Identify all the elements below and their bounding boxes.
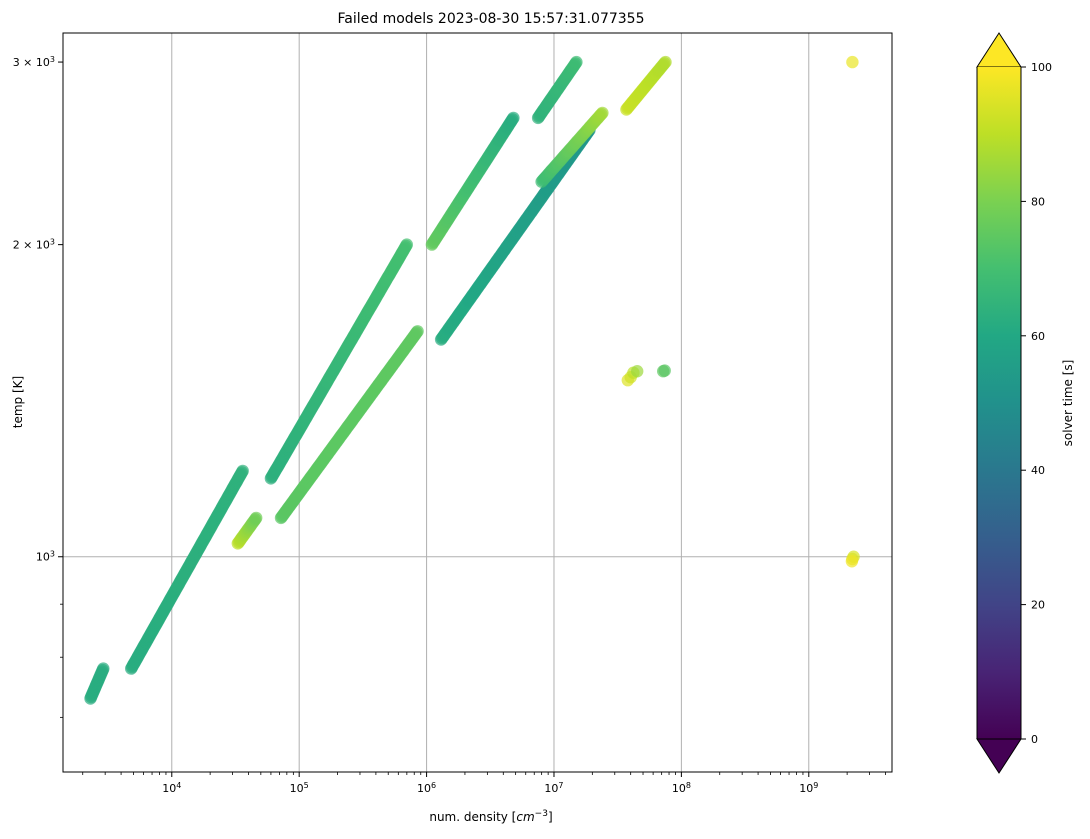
colorbar-ticks: 0 20 40 60 80 100	[1021, 61, 1052, 746]
x-axis-label-exp: −3	[535, 809, 548, 819]
colorbar-tick-label: 80	[1031, 195, 1045, 208]
x-tick-label: 109	[799, 781, 818, 796]
x-tick-label: 105	[290, 781, 309, 796]
scatter-point	[250, 511, 263, 525]
scatter-point	[658, 364, 671, 377]
colorbar-label: solver time [s]	[1061, 360, 1075, 447]
scatter-point	[411, 325, 424, 338]
chart-title: Failed models 2023-08-30 15:57:31.077355	[338, 11, 645, 27]
scatter-point	[846, 55, 859, 69]
x-axis-label-close: ]	[548, 810, 553, 824]
y-tick-label: 3 × 103	[13, 55, 55, 70]
scatter-point	[97, 662, 110, 675]
colorbar: 0 20 40 60 80 100 solver time [s]	[976, 32, 1075, 774]
plot-frame	[62, 32, 893, 773]
x-tick-label: 104	[162, 781, 181, 796]
scatter-point	[507, 111, 520, 125]
scatter-point	[845, 555, 859, 568]
colorbar-min-extend	[976, 738, 1022, 774]
scatter-point	[236, 464, 249, 478]
colorbar-tick-label: 60	[1031, 330, 1045, 343]
x-tick-label: 106	[417, 781, 436, 796]
colorbar-max-extend	[976, 32, 1022, 68]
x-tick-label: 108	[672, 781, 691, 796]
x-ticks: 104 105 106 107 108 109	[82, 772, 886, 796]
scatter-point	[400, 238, 413, 251]
x-axis-label-unit: cm	[516, 810, 534, 824]
y-ticks: 103 2 × 103 3 × 103	[13, 55, 63, 718]
colorbar-tick-label: 40	[1031, 464, 1045, 477]
colorbar-tick-label: 20	[1031, 599, 1045, 612]
x-axis-label: num. density [cm−3]	[429, 809, 552, 824]
scatter-point	[596, 106, 609, 120]
y-tick-label: 2 × 103	[13, 237, 55, 252]
x-gridlines	[171, 33, 810, 772]
x-tick-label: 107	[544, 781, 563, 796]
y-tick-label: 103	[36, 549, 55, 564]
x-axis-label-main: num. density [	[429, 810, 516, 824]
colorbar-tick-label: 0	[1031, 733, 1038, 746]
colorbar-tick-label: 100	[1031, 61, 1052, 74]
scatter-point	[570, 55, 583, 69]
y-axis-label: temp [K]	[11, 376, 25, 428]
colorbar-gradient	[977, 67, 1021, 739]
scatter-point	[631, 365, 644, 378]
scatter-points	[84, 55, 860, 705]
scatter-point	[659, 55, 672, 69]
